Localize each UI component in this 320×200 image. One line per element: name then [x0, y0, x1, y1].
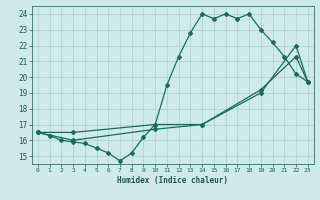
- X-axis label: Humidex (Indice chaleur): Humidex (Indice chaleur): [117, 176, 228, 185]
